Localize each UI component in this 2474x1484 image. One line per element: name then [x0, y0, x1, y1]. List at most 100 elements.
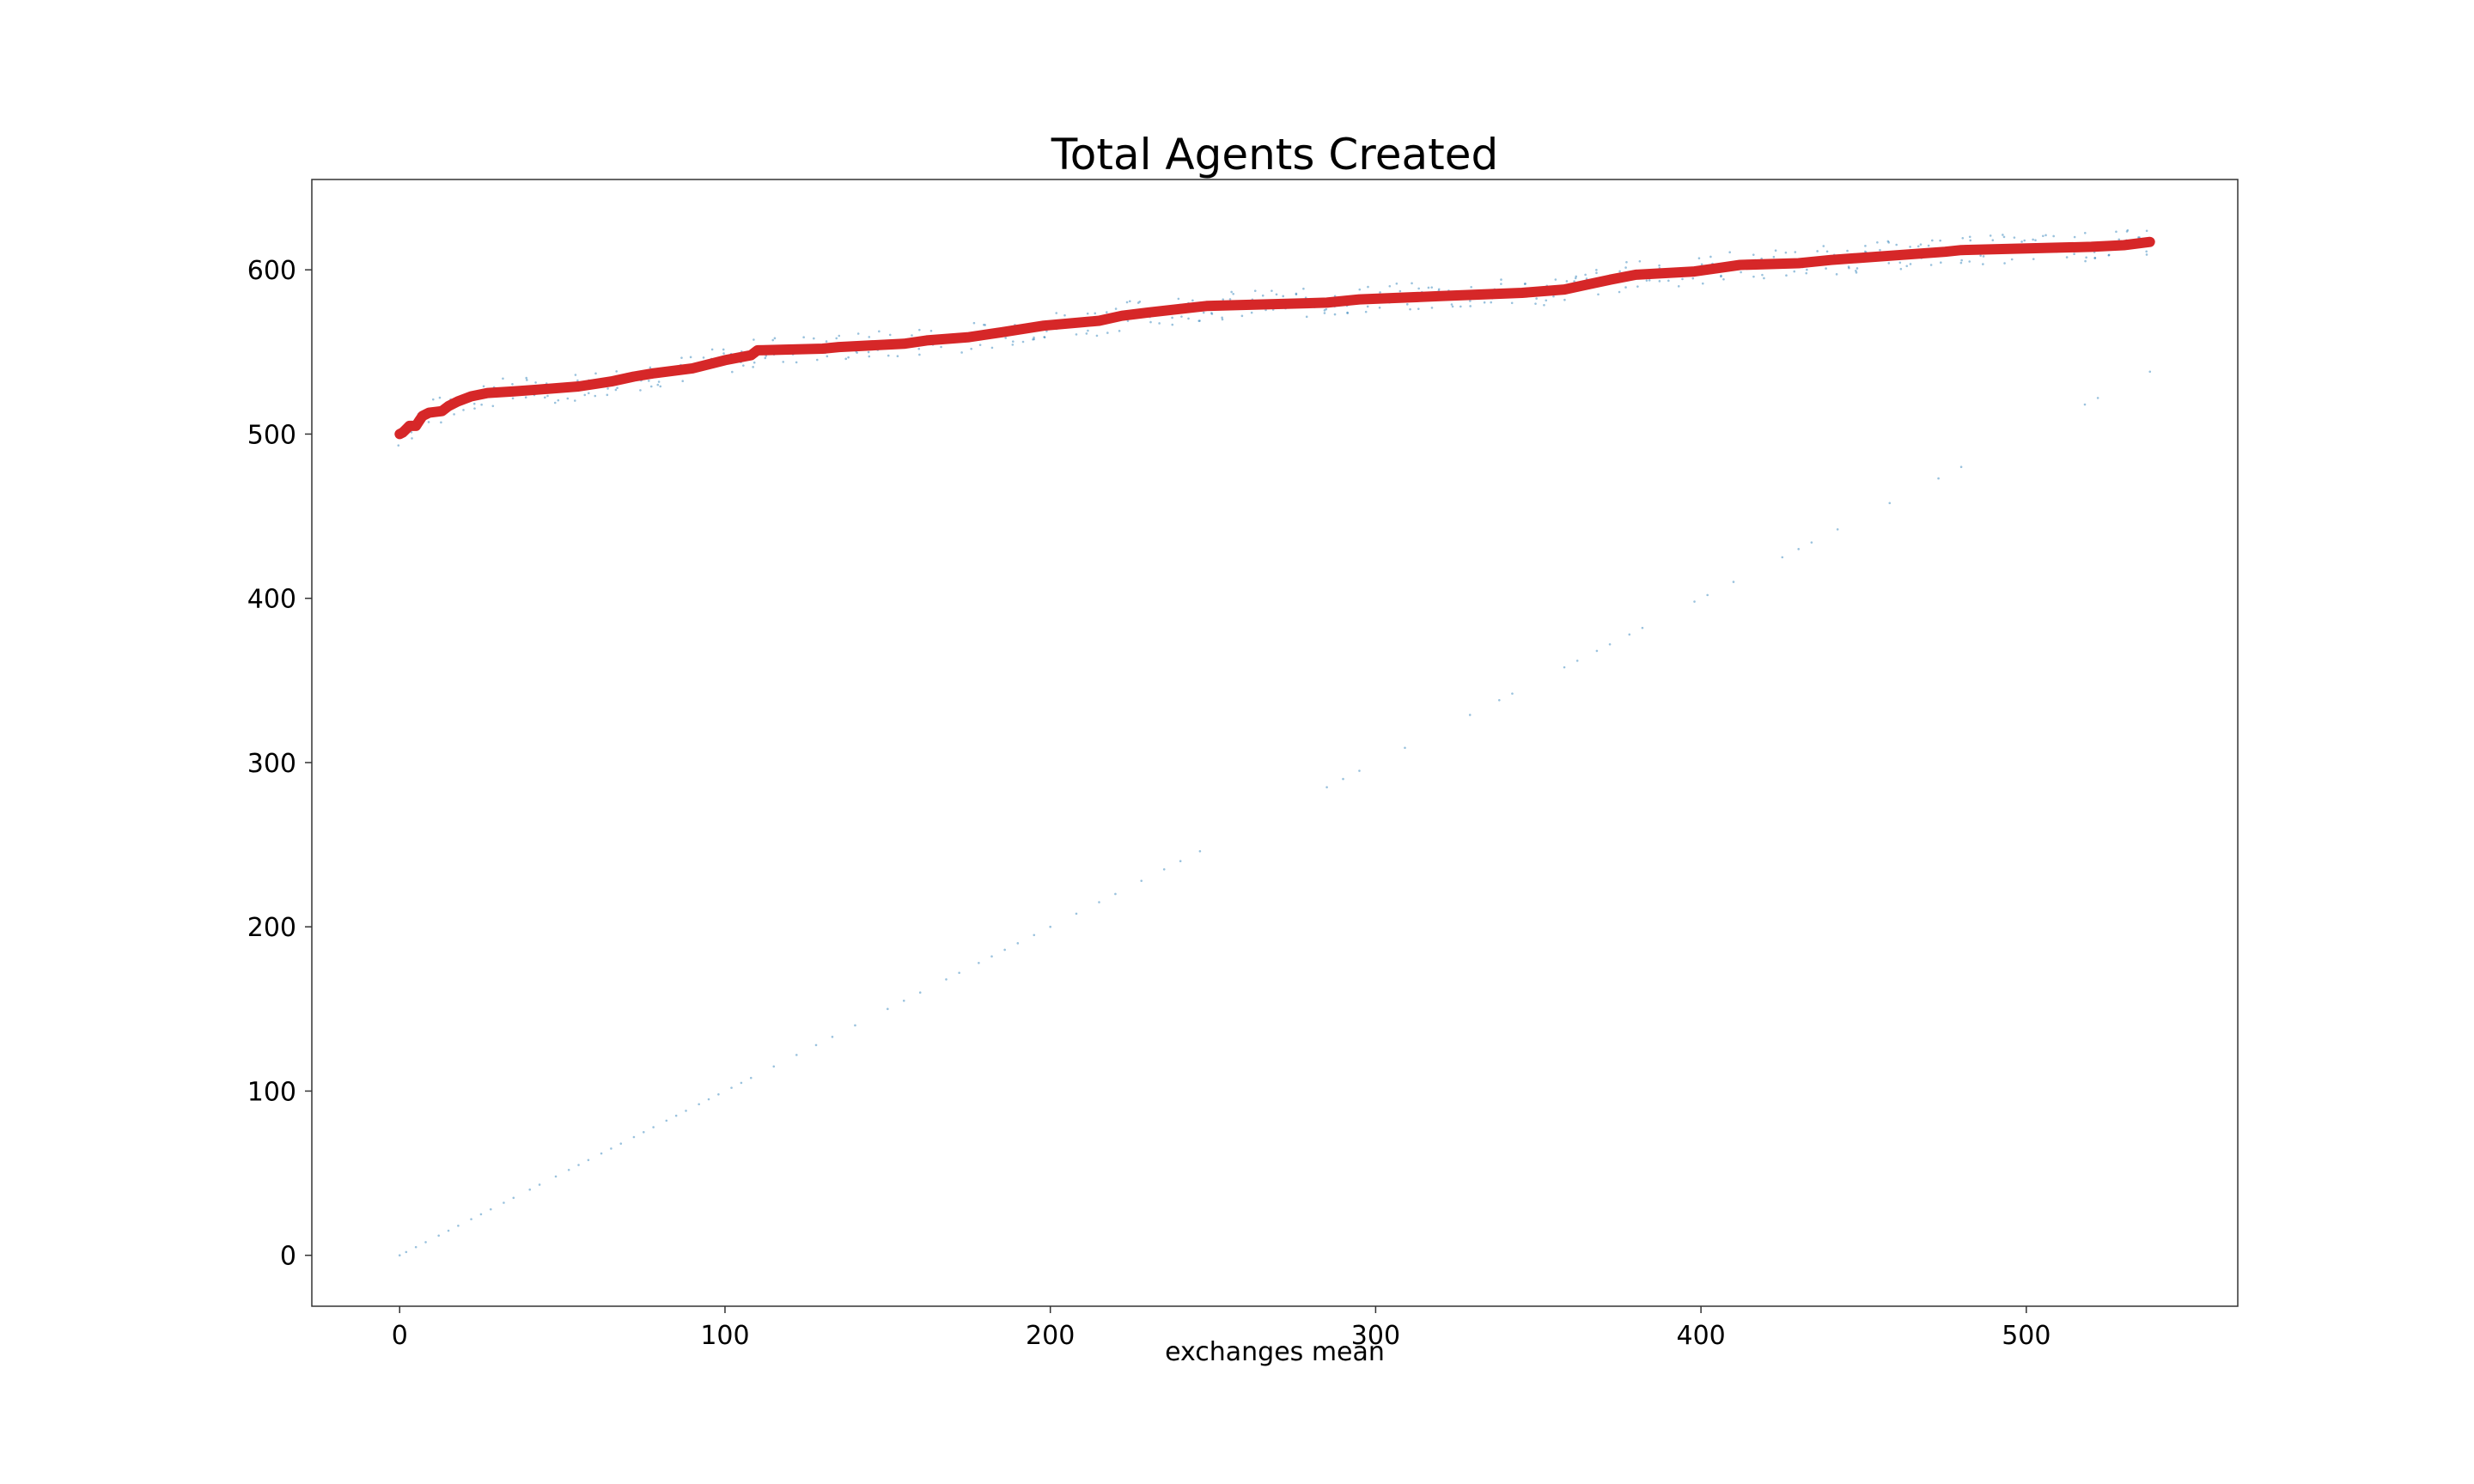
- scatter-point-423: [1864, 250, 1867, 253]
- scatter-point-338: [1565, 280, 1569, 283]
- mean-point-49: [2087, 242, 2096, 252]
- scatter-point-158: [940, 345, 942, 349]
- scatter-point-16: [453, 413, 455, 416]
- scatter-point-463: [2003, 262, 2006, 265]
- scatter-point-516: [489, 1207, 492, 1211]
- scatter-point-515: [479, 1213, 483, 1216]
- scatter-point-518: [512, 1196, 515, 1200]
- scatter-point-219: [1158, 322, 1161, 325]
- scatter-point-234: [1210, 313, 1214, 315]
- scatter-point-178: [1011, 344, 1015, 346]
- mean-point-12: [483, 388, 492, 398]
- scatter-point-369: [1677, 285, 1680, 288]
- scatter-point-104: [753, 361, 756, 364]
- mean-point-37: [1517, 288, 1526, 297]
- scatter-point-549: [958, 971, 960, 975]
- scatter-point-12: [440, 421, 442, 424]
- plot-area-frame: [311, 179, 2239, 1307]
- scatter-point-527: [619, 1142, 623, 1145]
- scatter-point-440: [1919, 243, 1923, 246]
- scatter-point-77: [659, 385, 662, 388]
- mean-point-22: [753, 345, 762, 355]
- scatter-point-494: [2107, 253, 2111, 257]
- scatter-point-450: [1961, 236, 1965, 240]
- scatter-point-511: [437, 1234, 440, 1238]
- scatter-point-22: [472, 402, 476, 405]
- scatter-point-302: [1437, 288, 1441, 291]
- scatter-point-213: [1138, 300, 1142, 303]
- mean-point-28: [996, 327, 1006, 337]
- mean-point-47: [1941, 247, 1950, 257]
- mean-point-29: [1039, 321, 1049, 331]
- x-tick-label-1: 100: [700, 1321, 749, 1351]
- scatter-point-141: [887, 354, 890, 357]
- scatter-point-407: [1806, 268, 1808, 271]
- scatter-point-453: [1968, 260, 1971, 263]
- scatter-point-326: [1523, 283, 1526, 285]
- scatter-point-53: [576, 379, 579, 382]
- scatter-point-151: [917, 347, 921, 350]
- scatter-point-280: [1366, 305, 1369, 308]
- scatter-point-474: [2042, 234, 2044, 238]
- scatter-point-305: [1450, 303, 1453, 306]
- scatter-point-454: [1969, 239, 1972, 242]
- scatter-point-210: [1128, 300, 1131, 303]
- scatter-point-555: [1049, 925, 1051, 928]
- mean-point-46: [1826, 255, 1836, 265]
- scatter-point-87: [702, 356, 705, 359]
- mean-point-20: [720, 356, 729, 365]
- scatter-point-486: [2084, 259, 2087, 263]
- scatter-point-442: [1929, 264, 1933, 266]
- scatter-point-437: [1909, 246, 1911, 248]
- mean-point-31: [1118, 311, 1127, 320]
- scatter-point-563: [1325, 786, 1328, 788]
- scatter-point-168: [978, 344, 982, 346]
- scatter-point-446: [1939, 239, 1941, 242]
- scatter-point-550: [978, 961, 980, 964]
- scatter-point-513: [457, 1224, 460, 1227]
- scatter-point-400: [1784, 251, 1788, 254]
- scatter-point-81: [681, 380, 685, 383]
- scatter-point-586: [2083, 403, 2087, 406]
- scatter-point-551: [990, 955, 993, 958]
- scatter-point-583: [1888, 502, 1892, 505]
- scatter-point-505: [2145, 250, 2148, 253]
- scatter-point-136: [867, 350, 870, 354]
- scatter-point-576: [1693, 600, 1696, 603]
- scatter-point-537: [730, 1086, 733, 1089]
- scatter-point-252: [1271, 289, 1273, 292]
- scatter-point-487: [2085, 256, 2087, 259]
- scatter-point-74: [649, 385, 653, 388]
- scatter-point-377: [1701, 282, 1704, 285]
- scatter-point-525: [600, 1152, 603, 1155]
- scatter-point-314: [1483, 301, 1486, 304]
- scatter-point-533: [685, 1110, 687, 1112]
- scatter-point-523: [577, 1164, 580, 1166]
- mean-point-3: [405, 421, 414, 430]
- scatter-point-497: [2115, 230, 2118, 234]
- scatter-point-432: [1895, 243, 1898, 246]
- mean-point-24: [834, 343, 844, 352]
- scatter-point-183: [1033, 338, 1035, 341]
- scatter-point-294: [1417, 287, 1420, 290]
- scatter-point-247: [1250, 311, 1253, 314]
- scatter-point-55: [587, 392, 590, 395]
- scatter-point-36: [524, 396, 527, 398]
- scatter-point-138: [878, 330, 881, 333]
- y-tick-label-2: 200: [247, 913, 296, 943]
- scatter-point-289: [1398, 289, 1402, 293]
- mean-point-7: [424, 408, 434, 417]
- scatter-point-585: [1959, 465, 1963, 468]
- mean-point-25: [899, 339, 909, 349]
- scatter-point-134: [856, 332, 860, 335]
- scatter-point-331: [1545, 299, 1548, 302]
- scatter-point-272: [1333, 313, 1337, 316]
- scatter-point-61: [606, 387, 609, 390]
- mean-point-36: [1436, 291, 1446, 301]
- scatter-point-328: [1535, 297, 1538, 300]
- scatter-point-167: [972, 321, 976, 325]
- scatter-point-353: [1618, 290, 1621, 294]
- scatter-point-528: [632, 1135, 636, 1139]
- scatter-point-72: [649, 366, 652, 369]
- scatter-point-21: [473, 407, 476, 410]
